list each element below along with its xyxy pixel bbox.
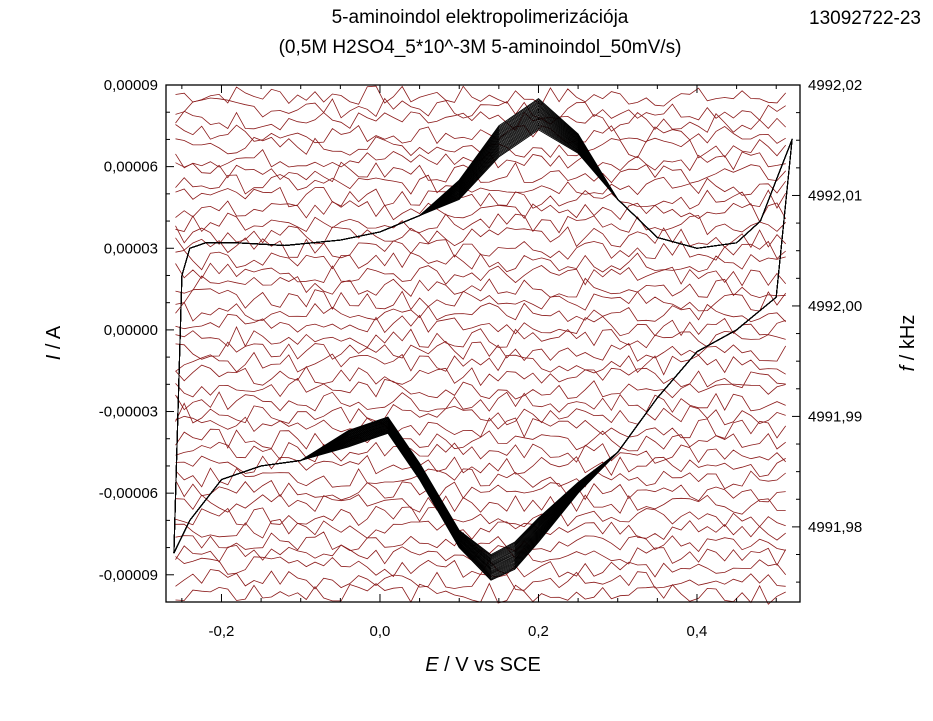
frequency-trace (175, 531, 786, 553)
frequency-trace (175, 326, 786, 349)
frequency-trace (175, 391, 786, 413)
frequency-trace (175, 288, 787, 312)
frequency-trace (175, 505, 786, 528)
y2-tick-label: 4991,99 (808, 408, 862, 425)
plot-frame (165, 84, 801, 603)
y-tick-label: 0,00009 (104, 77, 158, 94)
frequency-trace (175, 494, 786, 515)
frequency-trace (175, 582, 786, 605)
frequency-trace (175, 402, 786, 426)
frequency-trace (175, 110, 786, 133)
frequency-trace (175, 428, 786, 452)
y2-axis-title: f / kHz (897, 315, 919, 372)
x-axis-title-symbol: E (425, 654, 439, 676)
y-tick-label: 0,00003 (104, 240, 158, 257)
frequency-trace (175, 275, 786, 299)
chart-title: 5-aminoindol elektropolimerizációja (331, 7, 629, 28)
frequency-trace (175, 97, 786, 121)
frequency-trace (175, 340, 787, 362)
x-tick-label: -0,2 (209, 623, 235, 640)
frequency-trace (175, 250, 786, 273)
y-tick-label: 0,00000 (104, 322, 158, 339)
frequency-trace (175, 479, 786, 503)
frequency-trace (175, 351, 786, 376)
x-axis: -0,2 0,0 0,2 0,4 (181, 85, 777, 640)
frequency-trace (175, 124, 786, 145)
y2-tick-label: 4992,01 (808, 187, 862, 204)
y-tick-label: -0,00006 (99, 485, 158, 502)
frequency-trace (175, 85, 787, 107)
frequency-trace (175, 174, 787, 196)
y-tick-label: 0,00006 (104, 159, 158, 176)
frequency-trace (175, 186, 787, 210)
frequency-trace (175, 441, 786, 464)
y-axis-right: 4992,02 4992,01 4992,00 4991,99 4991,98 (792, 77, 862, 583)
x-tick-label: 0,2 (528, 623, 549, 640)
x-axis-title-unit: / V vs SCE (439, 654, 541, 676)
y-axis-left: 0,00009 0,00006 0,00003 0,00000 -0,00003 -0,0… (99, 77, 174, 584)
frequency-trace (175, 519, 786, 541)
y2-tick-label: 4992,00 (808, 298, 862, 315)
y-tick-label: -0,00003 (99, 404, 158, 421)
frequency-trace (175, 454, 786, 478)
y2-axis-title-unit: / kHz (897, 315, 919, 366)
frequency-trace (175, 364, 786, 389)
y2-tick-label: 4991,98 (808, 519, 862, 536)
x-tick-label: 0,4 (687, 623, 708, 640)
frequency-trace (175, 237, 786, 261)
y-axis-title-unit: / A (43, 325, 65, 355)
cv-cycle (173, 117, 793, 565)
x-axis-title: E / V vs SCE (425, 654, 541, 676)
frequency-trace (175, 377, 786, 400)
frequency-traces (175, 85, 787, 605)
y2-axis-title-symbol: f (897, 363, 919, 371)
cv-cycle (173, 118, 793, 564)
frequency-trace (175, 569, 786, 591)
frequency-trace (175, 467, 786, 490)
chart-subtitle: (0,5M H2SO4_5*10^-3M 5-aminoindol_50mV/s… (278, 37, 682, 58)
frequency-trace (175, 301, 786, 323)
y-axis-title-symbol: I (43, 354, 65, 360)
y-tick-label: -0,00009 (99, 567, 158, 584)
frequency-trace (175, 225, 786, 249)
frequency-trace (175, 200, 787, 223)
frequency-trace (175, 212, 786, 236)
y2-tick-label: 4992,02 (808, 77, 862, 94)
y-axis-title: I / A (43, 325, 65, 360)
sample-id-label: 13092722-23 (809, 8, 921, 29)
frequency-trace (175, 262, 787, 287)
x-tick-label: 0,0 (370, 623, 391, 640)
frequency-trace (175, 313, 786, 337)
cv-cycle (173, 98, 793, 581)
cv-curves (173, 98, 793, 581)
